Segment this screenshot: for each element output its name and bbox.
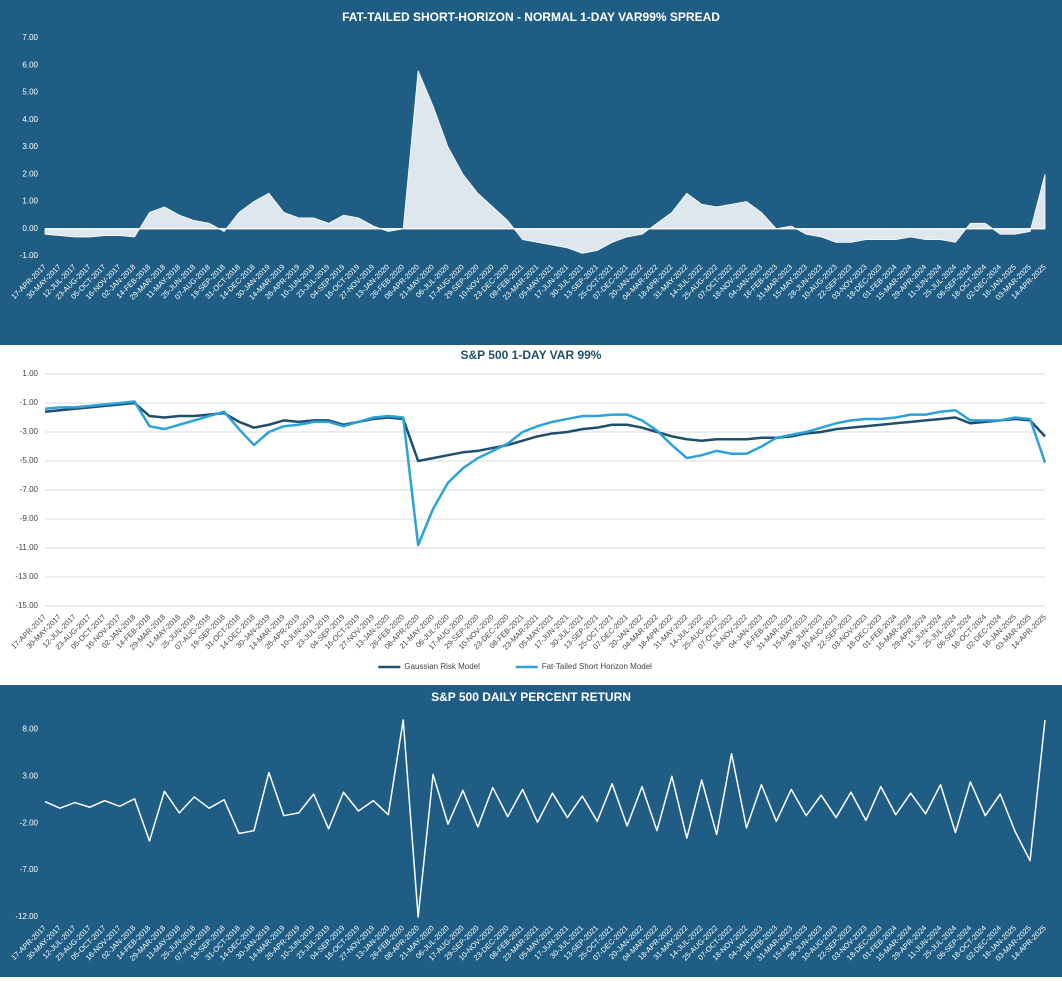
y-tick-label: 7.00 [22,33,38,42]
y-tick-label: 2.00 [22,169,38,178]
chart-title: FAT-TAILED SHORT-HORIZON - NORMAL 1-DAY … [342,10,720,24]
y-tick-label: -5.00 [20,456,39,465]
y-tick-label: -7.00 [20,485,39,494]
y-tick-label: -1.00 [20,251,39,260]
y-tick-label: 5.00 [22,88,38,97]
chart: FAT-TAILED SHORT-HORIZON - NORMAL 1-DAY … [0,0,1062,345]
y-tick-label: 3.00 [22,142,38,151]
chart-title: S&P 500 1-DAY VAR 99% [461,348,602,362]
line [44,400,1047,547]
y-tick-label: -7.00 [20,865,39,874]
panel-background [0,0,1062,345]
chart-title: S&P 500 DAILY PERCENT RETURN [431,690,631,704]
panel-background [0,345,1062,685]
y-tick-label: 1.00 [22,369,38,378]
y-tick-label: -13.00 [15,572,38,581]
y-tick-label: -12.00 [15,912,38,921]
legend-label: Fat-Tailed Short Horizon Model [542,662,652,671]
y-tick-label: -1.00 [20,398,39,407]
y-tick-label: -3.00 [20,427,39,436]
y-tick-label: 4.00 [22,115,38,124]
panel-background [0,685,1062,977]
y-tick-label: -2.00 [20,818,39,827]
y-tick-label: 6.00 [22,60,38,69]
chart: S&P 500 1-DAY VAR 99% 1.00 -1.00 -3.00 -5.00… [0,345,1062,685]
legend-label: Gaussian Risk Model [404,662,480,671]
y-tick-label: 8.00 [22,724,38,733]
area [44,70,1046,254]
y-tick-label: -11.00 [16,543,39,552]
y-tick-label: 1.00 [22,197,38,206]
line [44,719,1046,918]
y-tick-label: 3.00 [22,771,38,780]
y-tick-label: 0.00 [22,224,38,233]
y-tick-label: -9.00 [20,514,39,523]
chart: S&P 500 DAILY PERCENT RETURN 8.00 3.00 -2.0… [0,685,1062,977]
y-tick-label: -15.00 [15,601,38,610]
